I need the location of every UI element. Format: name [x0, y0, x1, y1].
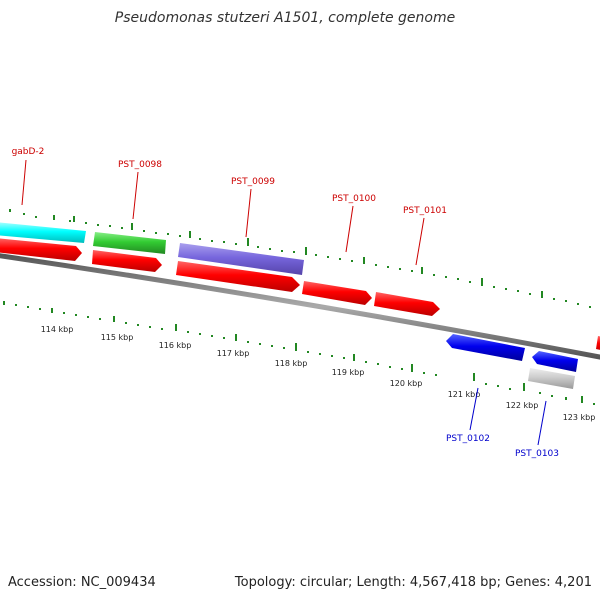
scale-label: 118 kbp [275, 359, 308, 368]
gene-pst0099[interactable] [178, 243, 304, 275]
gene-label-pst0100[interactable]: PST_0100 [332, 194, 376, 204]
cds-arrow[interactable] [176, 261, 300, 292]
reverse-track-features [446, 334, 578, 389]
inner-tick-ring [3, 301, 595, 405]
cds-arrow[interactable] [92, 250, 162, 272]
gene-pst0098[interactable] [93, 232, 166, 254]
gene-pst0102[interactable] [446, 334, 525, 361]
cds-arrow[interactable] [0, 238, 82, 261]
genome-summary-text: Topology: circular; Length: 4,567,418 bp… [234, 575, 592, 590]
cds-arrow[interactable] [374, 292, 440, 316]
gene-label-pst0101[interactable]: PST_0101 [403, 206, 447, 216]
scale-label: 115 kbp [101, 333, 134, 342]
scale-labels: 114 kbp 115 kbp 116 kbp 117 kbp 118 kbp … [41, 325, 596, 422]
gene-labels: gabD-2 PST_0098 PST_0099 PST_0100 PST_01… [12, 147, 559, 459]
forward-track-features [0, 222, 304, 275]
accession-text: Accession: NC_009434 [8, 575, 156, 590]
map-title: Pseudomonas stutzeri A1501, complete gen… [115, 10, 455, 26]
gene-label-pst0102[interactable]: PST_0102 [446, 434, 490, 444]
genome-backbone [0, 253, 600, 360]
scale-label: 116 kbp [159, 341, 192, 350]
gene-label-gabd2[interactable]: gabD-2 [12, 147, 45, 157]
gene-label-pst0098[interactable]: PST_0098 [118, 160, 162, 170]
cds-arrow[interactable] [596, 336, 600, 352]
gene-pst0103[interactable] [532, 351, 578, 372]
outer-tick-ring [9, 209, 591, 308]
gene-gray[interactable] [528, 368, 575, 389]
forward-cds-track [0, 238, 600, 352]
scale-label: 119 kbp [332, 368, 365, 377]
label-leaders [21, 159, 547, 446]
scale-label: 121 kbp [448, 390, 481, 399]
scale-label: 114 kbp [41, 325, 74, 334]
gene-label-pst0099[interactable]: PST_0099 [231, 177, 275, 187]
scale-label: 120 kbp [390, 379, 423, 388]
cds-arrow[interactable] [302, 281, 372, 305]
scale-label: 117 kbp [217, 349, 250, 358]
gene-label-pst0103[interactable]: PST_0103 [515, 449, 559, 459]
gene-gabd2[interactable] [0, 222, 86, 243]
scale-label: 123 kbp [563, 413, 596, 422]
scale-label: 122 kbp [506, 401, 539, 410]
